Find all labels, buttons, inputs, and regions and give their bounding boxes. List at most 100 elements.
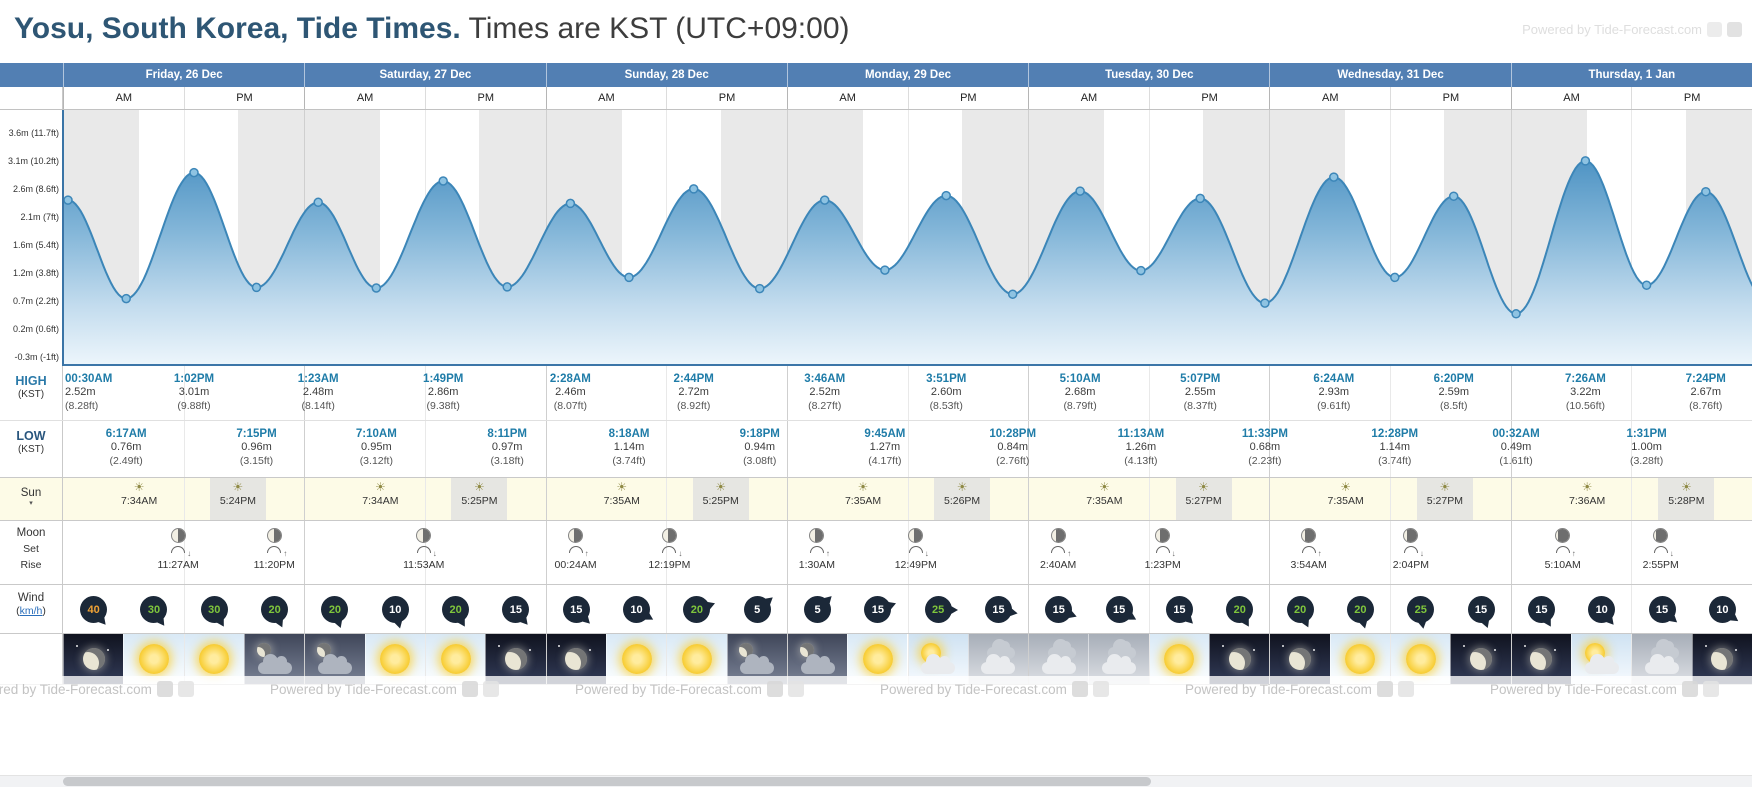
ampm-cell: AM [1510, 87, 1632, 109]
tide-time: 1:31PM [1626, 428, 1667, 440]
wind-badge: 15 [562, 596, 590, 623]
top-watermark: Powered by Tide-Forecast.com [1522, 22, 1742, 37]
ampm-cell: AM [786, 87, 908, 109]
moon-phase-icon [1155, 528, 1171, 543]
sunset-icon: ☀ [232, 480, 244, 494]
sunrise-icon: ☀ [857, 480, 869, 494]
sun-row-label: Sun ▾ [0, 478, 63, 520]
grid-line [1631, 478, 1633, 520]
sunset-icon: ☀ [1439, 480, 1451, 494]
weather-cells [63, 634, 1752, 684]
moon-phase-dark [1558, 529, 1570, 542]
y-axis-label: 1.6m (5.4ft) [12, 240, 59, 250]
horizontal-scrollbar-thumb[interactable] [63, 777, 1151, 786]
tide-time: 10:28PM [989, 428, 1037, 440]
kmh-unit-link[interactable]: km/h [19, 605, 43, 617]
wind-direction-arrow [1643, 590, 1681, 628]
tide-time: 7:15PM [236, 428, 277, 440]
moonset-icon: ↓ [1132, 546, 1194, 558]
horizon-arc-icon [1403, 546, 1418, 553]
tide-extreme-marker [941, 190, 951, 201]
footer-watermark: Powered by Tide-Forecast.com [880, 681, 1109, 697]
moonset-icon: ↓ [638, 546, 700, 558]
moon-phase-dark [574, 529, 583, 542]
direction-arrow-icon: ↓ [1669, 549, 1674, 558]
grid-line [545, 521, 547, 584]
tide-extreme-marker [754, 283, 765, 294]
direction-arrow-icon: ↓ [1419, 549, 1424, 558]
horizon-arc-icon [568, 546, 583, 553]
tide-height-m: 1.00m [1631, 441, 1662, 454]
ampm-cell: PM [183, 87, 305, 109]
footer-watermark-strip: Powered by Tide-Forecast.com Powered by T… [0, 676, 1752, 704]
grid-line [424, 634, 426, 684]
tide-height-ft: (3.12ft) [359, 455, 393, 468]
low-tide-entry: 11:13AM 1.26m (4.13ft) [1118, 427, 1165, 468]
wind-direction-arrow [1282, 592, 1318, 628]
app-badge-icon [787, 681, 804, 697]
sun-icon [621, 644, 652, 674]
star-icon [106, 649, 109, 651]
ampm-cells: AM PM AM PM AM PM AM PM AM PM AM PM AM PM [63, 87, 1752, 109]
direction-arrow-icon: ↓ [1171, 549, 1176, 558]
tide-extreme-marker [121, 293, 131, 304]
tide-height-ft: (3.28ft) [1629, 455, 1664, 468]
moonrise-entry: ↑ 1:30AM [786, 528, 848, 571]
ampm-cell: PM [1148, 87, 1270, 109]
tide-height-m: 3.01m [178, 386, 210, 399]
moonset-entry: ↓ 11:53AM [393, 528, 455, 571]
tide-extreme-marker [1511, 309, 1521, 319]
grid-line [1510, 585, 1512, 633]
wind-direction-arrow [1704, 591, 1742, 629]
wind-badge: 20 [1226, 596, 1254, 623]
horizontal-scrollbar[interactable] [0, 775, 1752, 787]
grid-line [545, 366, 547, 420]
grid-line [666, 634, 668, 684]
tide-extreme-marker [1075, 186, 1085, 196]
moon-icon [1711, 648, 1734, 670]
app-badge-icon [1681, 681, 1698, 697]
low-label-tz: (KST) [17, 444, 45, 455]
sunrise-icon: ☀ [375, 480, 386, 494]
grid-line [786, 634, 788, 684]
grid-line [1148, 478, 1150, 520]
moonset-entry: ↓ 11:27AM [147, 528, 209, 571]
moon-time: 12:49PM [894, 559, 937, 571]
wind-direction-arrow [135, 591, 173, 629]
grid-line [907, 634, 909, 684]
tide-height-ft: (4.17ft) [868, 455, 902, 468]
grid-line [545, 421, 547, 477]
weather-tile [364, 634, 425, 684]
grid-line [786, 421, 788, 477]
moon-time: 00:24AM [554, 559, 597, 571]
tide-height-m: 1.14m [613, 441, 645, 454]
tide-height-m: 0.49m [1500, 441, 1532, 454]
star-icon [498, 645, 501, 647]
tide-extreme-marker [1390, 272, 1400, 283]
y-axis-label: 3.1m (10.2ft) [7, 156, 59, 166]
grid-line [1631, 585, 1633, 633]
sun-icon [1345, 644, 1376, 674]
grid-line [183, 478, 185, 520]
cloud-icon [1041, 654, 1076, 674]
star-icon [1554, 649, 1557, 651]
tide-extreme-marker [624, 272, 634, 283]
grid-line [545, 585, 547, 633]
moon-time: 2:40AM [1040, 559, 1077, 571]
sunset-icon: ☀ [715, 480, 727, 494]
star-icon [1463, 645, 1466, 647]
grid-line [1028, 521, 1030, 584]
wind-badge: 30 [200, 596, 228, 623]
tide-time: 7:10AM [355, 428, 397, 440]
moonset-icon: ↓ [393, 546, 455, 558]
wind-badge: 10 [381, 596, 409, 623]
grid-line [666, 366, 668, 420]
wind-cells: 40 30 30 20 20 10 20 15 15 10 20 5 5 15 25 15 15 15 15 20 20… [63, 585, 1752, 633]
sun-expander-caret[interactable]: ▾ [29, 500, 33, 507]
tide-extreme-marker [1007, 289, 1018, 299]
tide-time: 11:13AM [1117, 428, 1165, 440]
wind-badge: 20 [1346, 596, 1374, 623]
tide-height-ft: (8.28ft) [65, 400, 99, 413]
grid-line [786, 110, 788, 364]
low-tide-entry: 8:11PM 0.97m (3.18ft) [487, 427, 527, 468]
